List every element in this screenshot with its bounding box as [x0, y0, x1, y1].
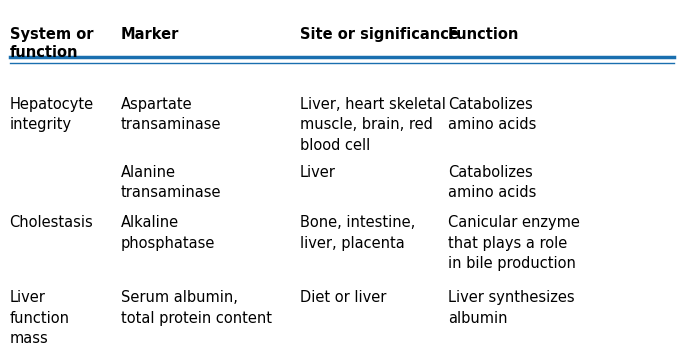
Text: System or
function: System or function	[10, 27, 93, 60]
Text: Serum albumin,
total protein content: Serum albumin, total protein content	[121, 290, 272, 326]
Text: Catabolizes
amino acids: Catabolizes amino acids	[448, 165, 537, 200]
Text: Liver synthesizes
albumin: Liver synthesizes albumin	[448, 290, 575, 326]
Text: Alanine
transaminase: Alanine transaminase	[121, 165, 221, 200]
Text: Cholestasis: Cholestasis	[10, 215, 93, 230]
Text: Marker: Marker	[121, 27, 180, 42]
Text: Catabolizes
amino acids: Catabolizes amino acids	[448, 97, 537, 132]
Text: Liver: Liver	[299, 165, 335, 180]
Text: Aspartate
transaminase: Aspartate transaminase	[121, 97, 221, 132]
Text: Diet or liver: Diet or liver	[299, 290, 386, 305]
Text: Hepatocyte
integrity: Hepatocyte integrity	[10, 97, 94, 132]
Text: Alkaline
phosphatase: Alkaline phosphatase	[121, 215, 215, 251]
Text: Canicular enzyme
that plays a role
in bile production: Canicular enzyme that plays a role in bi…	[448, 215, 580, 271]
Text: Bone, intestine,
liver, placenta: Bone, intestine, liver, placenta	[299, 215, 415, 251]
Text: Function: Function	[448, 27, 520, 42]
Text: Liver
function
mass: Liver function mass	[10, 290, 69, 346]
Text: Liver, heart skeletal
muscle, brain, red
blood cell: Liver, heart skeletal muscle, brain, red…	[299, 97, 445, 153]
Text: Site or significance: Site or significance	[299, 27, 458, 42]
